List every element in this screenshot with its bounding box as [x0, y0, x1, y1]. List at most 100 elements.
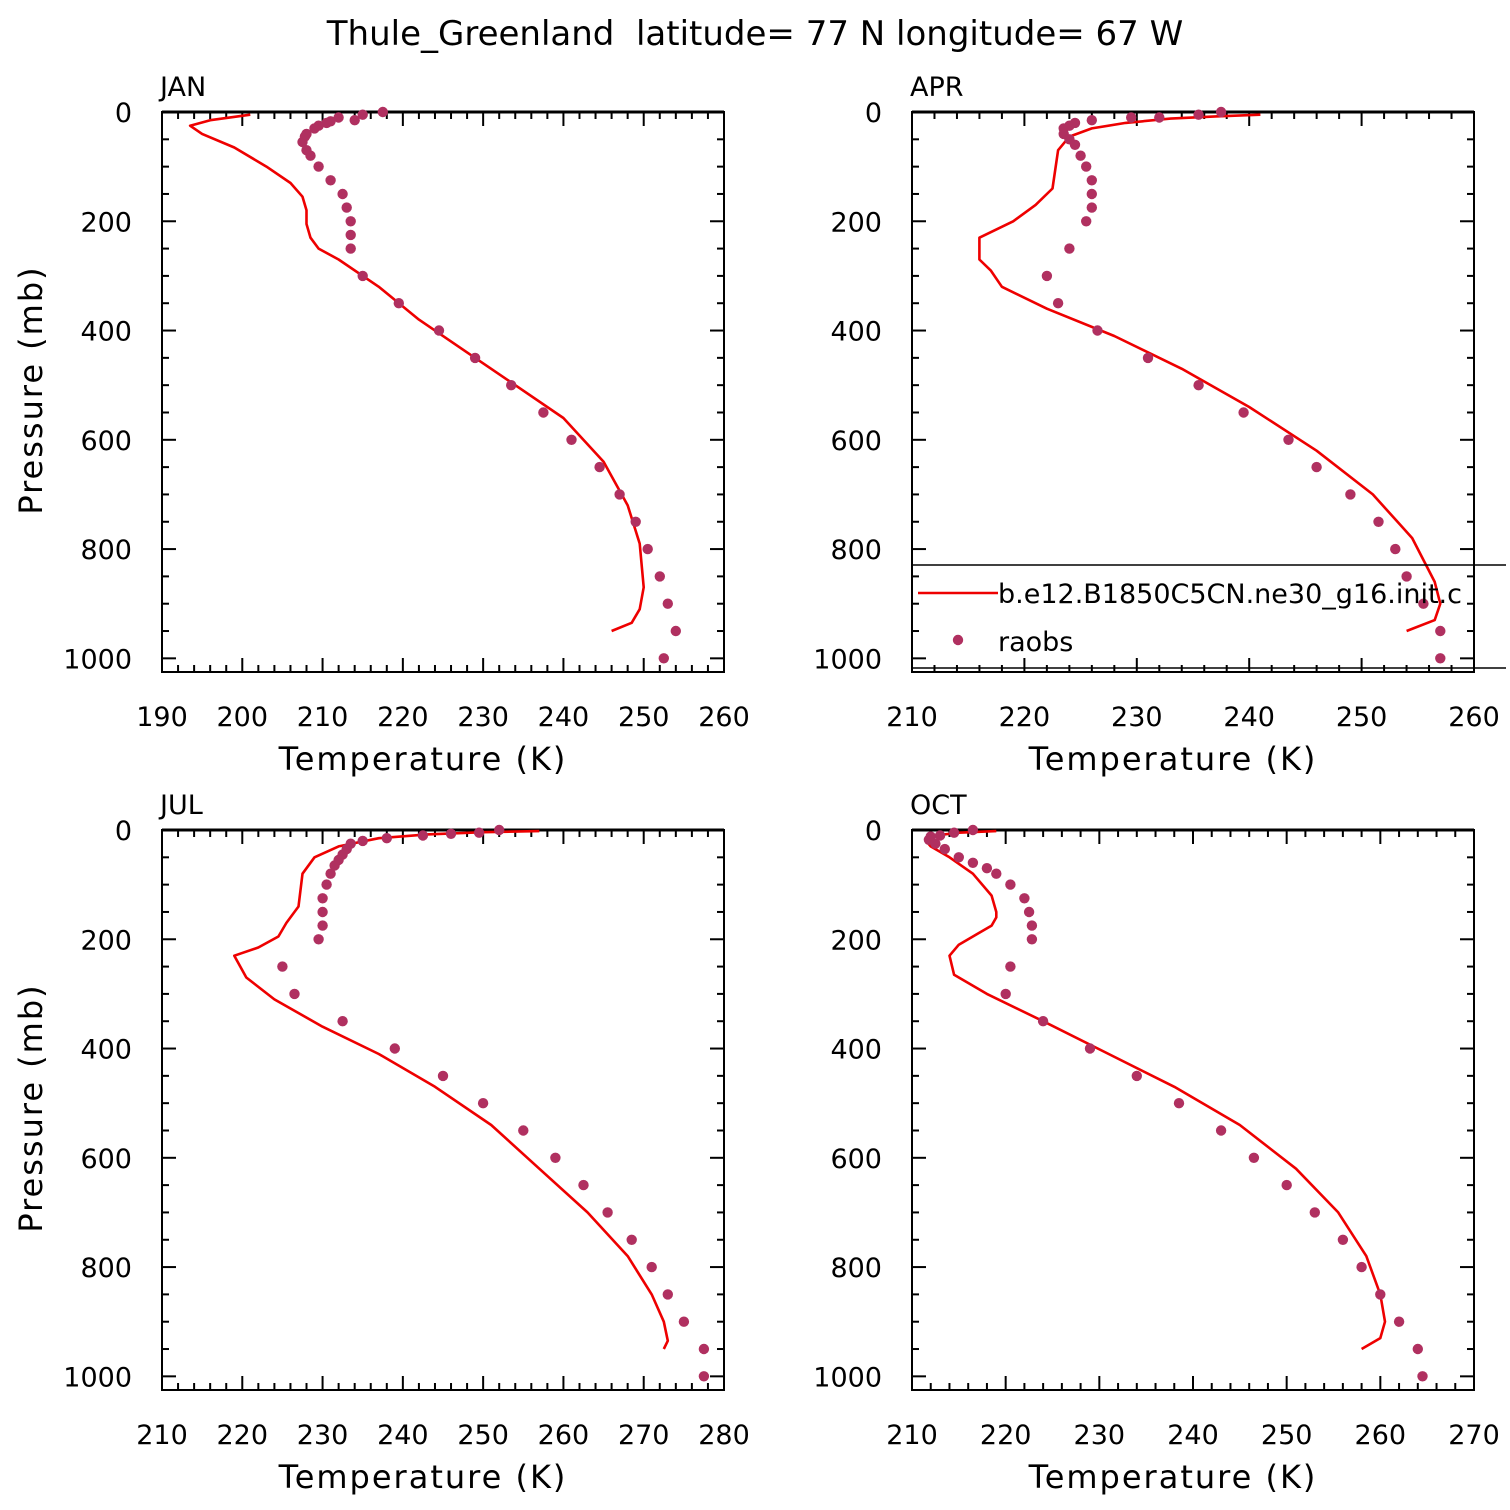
y-tick-label: 0	[115, 98, 132, 129]
y-tick-label: 200	[830, 207, 882, 238]
x-tick-label: 280	[698, 1420, 750, 1451]
raobs-point	[967, 857, 979, 868]
raobs-point	[1193, 380, 1204, 391]
y-tick-label: 400	[80, 1035, 132, 1066]
raobs-point	[1086, 188, 1098, 200]
raobs-point	[670, 625, 681, 637]
raobs-point	[317, 893, 328, 904]
y-tick-label: 1000	[63, 644, 132, 675]
raobs-point	[1081, 161, 1092, 172]
x-axis-label: Temperature (K)	[278, 740, 568, 778]
raobs-point	[1086, 175, 1098, 186]
raobs-point	[518, 1125, 529, 1136]
raobs-point	[1019, 893, 1030, 904]
x-tick-label: 240	[538, 702, 590, 733]
x-tick-label: 260	[1448, 702, 1500, 733]
panel-oct: 210 220 230 240 250 260 270 0 200 400 600 800 1000 OC…	[813, 790, 1499, 1496]
x-tick-label: 260	[698, 702, 750, 733]
raobs-point	[289, 988, 300, 1000]
raobs-point	[1026, 934, 1038, 945]
y-tick-label: 1000	[813, 644, 882, 675]
x-tick-label: 220	[980, 1420, 1032, 1451]
raobs-point	[967, 824, 979, 836]
raobs-point	[614, 489, 625, 500]
raobs-point	[953, 852, 964, 863]
raobs-point	[698, 1343, 710, 1355]
x-tick-label: 250	[618, 702, 670, 733]
x-axis-label: Temperature (K)	[1028, 740, 1318, 778]
x-tick-label: 260	[538, 1420, 590, 1451]
raobs-point	[1142, 352, 1154, 364]
plot-area	[233, 824, 710, 1382]
raobs-point	[1215, 1125, 1227, 1136]
raobs-point	[321, 117, 332, 129]
raobs-point	[1000, 988, 1011, 1000]
y-tick-label: 600	[830, 1144, 882, 1175]
raobs-point	[1373, 516, 1384, 527]
y-tick-label: 200	[830, 925, 882, 956]
x-tick-label: 210	[886, 702, 938, 733]
raobs-point	[329, 860, 340, 871]
x-tick-label: 270	[1448, 1420, 1500, 1451]
raobs-point	[1126, 112, 1137, 123]
x-tick-label: 230	[457, 702, 509, 733]
raobs-point	[991, 868, 1002, 879]
raobs-point	[1337, 1234, 1349, 1246]
y-tick-label: 0	[865, 98, 882, 129]
raobs-point	[469, 352, 481, 364]
x-tick-label: 230	[1074, 1420, 1126, 1451]
raobs-point	[313, 934, 324, 945]
raobs-point	[1086, 115, 1098, 126]
raobs-point	[594, 461, 605, 473]
raobs-point	[357, 835, 368, 847]
raobs-point	[1393, 1316, 1405, 1327]
x-tick-label: 240	[1167, 1420, 1219, 1451]
raobs-point	[1311, 461, 1322, 473]
raobs-point	[1041, 270, 1053, 282]
raobs-point	[381, 833, 392, 844]
raobs-point	[939, 843, 950, 855]
raobs-point	[313, 161, 324, 172]
raobs-point	[1283, 434, 1294, 445]
raobs-point	[1023, 906, 1035, 918]
raobs-point	[1064, 243, 1075, 254]
raobs-point	[698, 1371, 710, 1382]
panel-jul: 210 220 230 240 250 260 270 280 0 200 400 600 800 100…	[12, 790, 750, 1496]
raobs-point	[337, 188, 348, 200]
y-tick-label: 200	[80, 925, 132, 956]
x-tick-label: 220	[377, 702, 429, 733]
plot-area	[188, 106, 681, 664]
x-tick-label: 210	[136, 1420, 188, 1451]
model-profile-line	[924, 829, 1387, 1351]
plot-area	[923, 824, 1428, 1382]
plot-area	[978, 106, 1446, 664]
raobs-point	[309, 123, 320, 134]
raobs-point	[1345, 489, 1356, 500]
raobs-point	[550, 1152, 561, 1164]
legend-model-label: b.e12.B1850C5CN.ne30_g16.init.c	[998, 579, 1462, 610]
raobs-point	[630, 516, 641, 527]
raobs-point	[377, 106, 388, 118]
raobs-point	[1154, 112, 1165, 123]
raobs-point	[981, 863, 993, 874]
raobs-point	[930, 838, 941, 849]
raobs-point	[1069, 139, 1081, 150]
raobs-point	[341, 202, 352, 213]
raobs-point	[357, 270, 368, 282]
raobs-point	[654, 571, 665, 582]
raobs-point	[345, 229, 356, 241]
raobs-point	[349, 115, 360, 126]
x-tick-label: 230	[1111, 702, 1163, 733]
figure-title: Thule_Greenland latitude= 77 N longitude…	[326, 14, 1183, 54]
y-tick-label: 400	[830, 1035, 882, 1066]
raobs-point	[393, 298, 404, 309]
y-tick-label: 600	[80, 1144, 132, 1175]
raobs-point	[602, 1207, 613, 1218]
raobs-point	[317, 920, 328, 931]
raobs-point	[345, 216, 356, 227]
raobs-point	[626, 1234, 637, 1246]
raobs-point	[1092, 325, 1103, 336]
x-axis-label: Temperature (K)	[1028, 1458, 1318, 1496]
raobs-point	[1248, 1152, 1260, 1164]
